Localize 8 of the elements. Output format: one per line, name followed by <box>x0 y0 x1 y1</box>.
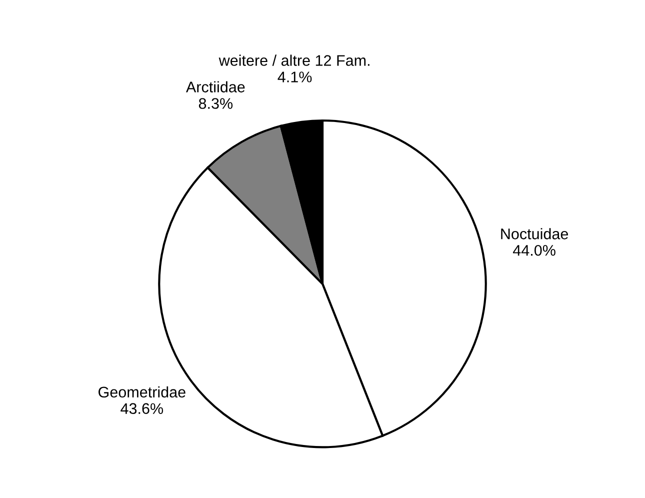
data-label: 43.6% <box>120 403 164 414</box>
data-label: 4.1% <box>278 72 312 82</box>
slice-label: weitere / altre 12 Fam. <box>218 54 370 66</box>
slice-label: Geometridae <box>98 386 186 398</box>
slice-label: Noctuidae <box>501 228 568 240</box>
data-label: 8.3% <box>198 98 233 109</box>
slice-label: Arctiidae <box>186 81 245 92</box>
data-label: 44.0% <box>512 244 556 256</box>
